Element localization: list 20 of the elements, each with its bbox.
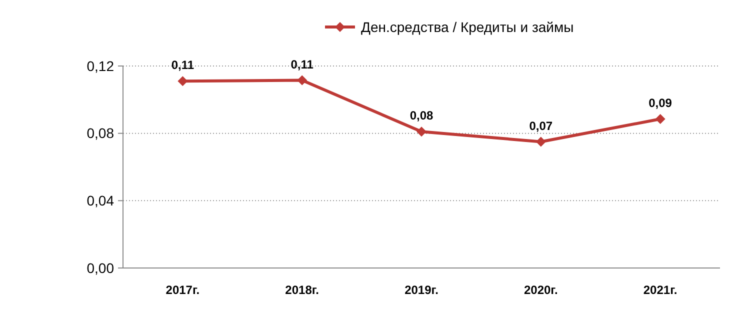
- y-tick-label: 0,12: [86, 58, 114, 74]
- legend-label: Ден.средства / Кредиты и займы: [361, 18, 574, 35]
- x-tick-label: 2021г.: [643, 283, 678, 297]
- x-tick-label: 2018г.: [285, 283, 320, 297]
- x-tick-label: 2020г.: [524, 283, 558, 297]
- x-tick-label: 2017г.: [166, 283, 200, 297]
- point: [297, 75, 308, 86]
- x-tick-label: 2019г.: [404, 283, 438, 297]
- point: [416, 126, 426, 137]
- point: [536, 136, 546, 147]
- data-label: 0,11: [171, 58, 194, 72]
- data-label: 0,09: [648, 96, 672, 110]
- data-label: 0,07: [529, 118, 553, 133]
- y-tick-label: 0,04: [86, 192, 114, 209]
- data-label: 0,08: [410, 108, 434, 123]
- point: [178, 76, 188, 86]
- point: [655, 114, 666, 124]
- data-label: 0,11: [290, 57, 314, 72]
- y-tick-label: 0,00: [86, 260, 114, 276]
- y-tick-label: 0,08: [86, 125, 114, 142]
